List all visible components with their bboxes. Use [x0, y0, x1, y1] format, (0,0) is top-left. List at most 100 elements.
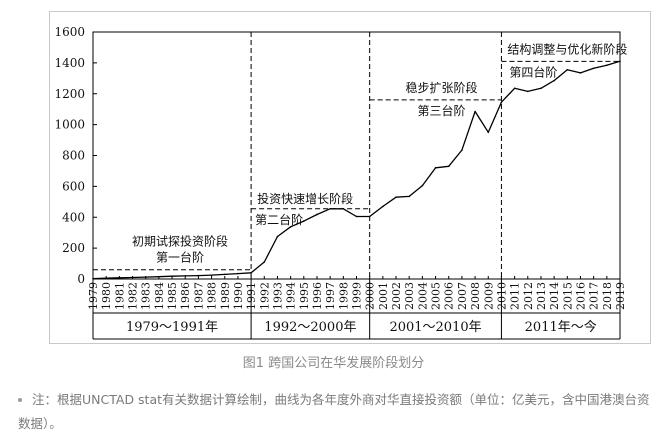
x-tick-label: 2003	[403, 282, 416, 310]
y-tick-label: 200	[62, 241, 85, 255]
x-tick-label: 2009	[482, 282, 495, 310]
data-point	[447, 165, 450, 168]
data-point	[158, 275, 160, 278]
y-tick-label: 800	[62, 149, 85, 163]
phase-period-label: 2011年～今	[525, 319, 597, 335]
data-point	[487, 131, 490, 134]
x-tick-label: 1985	[166, 282, 179, 310]
y-tick-label: 0	[77, 272, 85, 286]
x-tick-label: 1998	[337, 282, 350, 310]
phase-name-label: 稳步扩张阶段	[406, 80, 478, 95]
data-point	[540, 87, 542, 90]
fdi-line-chart: 0 200 400 600 800 1000 1200 1400 1600 初期试探投资阶段第一…	[54, 25, 627, 340]
phase-stage-label: 第三台阶	[418, 103, 466, 118]
data-point	[144, 276, 147, 278]
x-tick-label: 2014	[548, 282, 561, 310]
data-point	[434, 167, 437, 169]
x-tick-label: 2016	[574, 282, 587, 310]
data-point	[316, 213, 318, 216]
x-tick-label: 1981	[113, 282, 126, 310]
x-tick-label: 1990	[232, 282, 245, 310]
phase-stage-label: 第四台阶	[509, 64, 557, 79]
data-point	[223, 273, 226, 276]
x-tick-label: 1988	[206, 282, 219, 310]
figure-frame	[49, 11, 651, 344]
data-point	[303, 220, 305, 222]
x-tick-label: 2015	[561, 282, 574, 310]
phase-name-label: 结构调整与优化新阶段	[507, 41, 627, 56]
phase-period-label: 1992～2000年	[264, 320, 356, 335]
x-tick-label: 1983	[140, 282, 153, 310]
data-point	[342, 207, 345, 210]
data-point	[513, 87, 516, 90]
x-tick-label: 2012	[522, 282, 535, 310]
x-tick-label: 2007	[456, 282, 469, 310]
x-tick-label: 2004	[416, 282, 429, 310]
x-tick-label: 1986	[179, 282, 192, 310]
y-tick-label: 1600	[54, 25, 85, 39]
data-point	[197, 274, 200, 277]
data-point	[566, 69, 569, 71]
x-tick-label: 1996	[311, 282, 324, 310]
x-tick-label: 1980	[100, 282, 113, 310]
phase-stage-label: 第二台阶	[255, 212, 303, 227]
x-tick-label: 1987	[192, 282, 205, 310]
x-tick-label: 1991	[245, 282, 258, 310]
phase-period-label: 2001～2010年	[389, 320, 481, 335]
data-point	[474, 110, 476, 113]
axes-layer: 0 200 400 600 800 1000 1200 1400 1600	[54, 25, 621, 340]
phase-name-label: 投资快速增长阶段	[257, 191, 353, 206]
note-text: 注：根据UNCTAD stat有关数据计算绘制，曲线为各年度外商对华直接投资额（…	[18, 392, 650, 431]
x-tick-label: 1979	[87, 282, 100, 310]
data-point	[171, 275, 173, 278]
bullet-icon	[18, 397, 22, 402]
x-tick-label: 2010	[495, 282, 508, 310]
y-tick-label: 1400	[54, 56, 85, 70]
data-point	[250, 272, 252, 274]
data-point	[606, 64, 608, 66]
data-point	[237, 272, 239, 275]
x-tick-label: 1989	[219, 282, 232, 310]
y-tick-label: 600	[62, 179, 85, 193]
data-point	[263, 261, 266, 263]
data-point	[421, 184, 424, 187]
x-tick-label: 2017	[588, 282, 601, 310]
y-tick-label: 1200	[54, 87, 85, 101]
data-point	[105, 277, 107, 280]
y-tick-label: 1000	[54, 118, 85, 132]
figure-caption: 图1 跨国公司在华发展阶段划分	[242, 356, 425, 371]
phase-name-label: 初期试探投资阶段	[132, 234, 228, 249]
figure-note: 注：根据UNCTAD stat有关数据计算绘制，曲线为各年度外商对华直接投资额（…	[18, 388, 658, 436]
data-point	[184, 275, 187, 277]
data-point	[276, 235, 279, 238]
x-tick-label: 1997	[324, 282, 337, 310]
data-point	[131, 276, 134, 279]
x-tick-label: 2019	[614, 282, 627, 310]
x-tick-label: 2002	[390, 282, 403, 310]
x-tick-label: 2000	[364, 282, 377, 310]
x-tick-label: 2018	[601, 282, 614, 310]
x-tick-label: 2006	[443, 282, 456, 310]
x-tick-label: 1984	[153, 282, 166, 310]
data-point	[592, 67, 595, 70]
x-tick-label: 2005	[430, 282, 443, 310]
x-tick-label: 2013	[535, 282, 548, 310]
x-tick-label: 2011	[509, 282, 522, 310]
data-point	[329, 207, 331, 210]
x-tick-label: 1995	[298, 282, 311, 310]
x-tick-label: 1999	[351, 282, 364, 310]
data-point	[461, 149, 463, 151]
data-point	[526, 90, 529, 93]
x-tick-label: 1992	[258, 282, 271, 310]
series-layer	[92, 60, 621, 280]
data-point	[355, 215, 358, 218]
data-point	[395, 196, 397, 198]
data-point	[92, 277, 94, 280]
data-point	[118, 276, 121, 279]
x-tick-label: 1993	[271, 282, 284, 310]
data-point	[289, 226, 292, 228]
x-tick-labels: 1979 1980 1981 1982 1983 1984 1985 1986 1987 1988…	[87, 282, 627, 310]
phase-stage-label: 第一台阶	[156, 250, 204, 265]
x-tick-label: 1982	[127, 282, 140, 310]
